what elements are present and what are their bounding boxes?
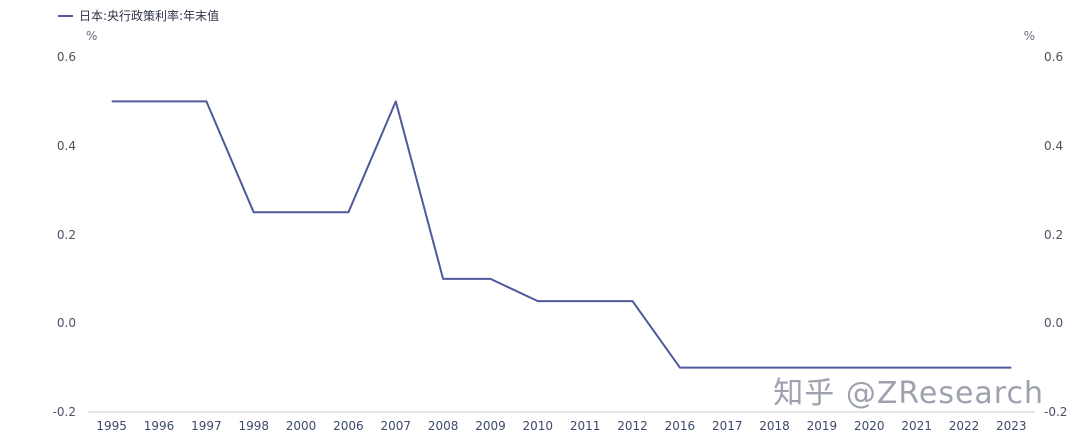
x-tick-label: 2006 — [333, 419, 364, 433]
x-tick-label: 2018 — [759, 419, 790, 433]
x-tick-label: 1998 — [238, 419, 269, 433]
x-axis-labels: 1995 1996 1997 1998 2000 2006 2007 2008 2009 2010… — [0, 418, 1080, 436]
x-tick-label: 2012 — [617, 419, 648, 433]
x-tick-label: 1995 — [96, 419, 127, 433]
x-tick-label: 2007 — [380, 419, 412, 433]
legend-line-swatch — [58, 15, 73, 17]
series-line — [111, 100, 1012, 369]
watermark: 知乎 @ZResearch — [773, 376, 1044, 411]
x-tick-label: 2010 — [522, 419, 554, 433]
x-tick-label: 2023 — [996, 419, 1027, 433]
legend-label: 日本:央行政策利率:年末值 — [79, 9, 220, 23]
y-axis-unit-left: % — [86, 29, 98, 43]
x-tick-label: 2021 — [901, 419, 932, 433]
x-tick-label: 2020 — [853, 419, 885, 433]
x-tick-label: 1997 — [191, 419, 222, 433]
x-tick-label: 2008 — [427, 419, 459, 433]
x-tick-label: 2016 — [664, 419, 696, 433]
x-tick-label: 2011 — [569, 419, 601, 433]
x-tick-label: 2017 — [711, 419, 743, 433]
chart-legend: 日本:央行政策利率:年末值 — [58, 9, 219, 23]
x-tick-label: 2000 — [285, 419, 317, 433]
y-axis-unit-right: % — [1023, 29, 1035, 43]
x-tick-label: 1996 — [143, 419, 175, 433]
x-tick-label: 2009 — [475, 419, 506, 433]
x-tick-label: 2022 — [948, 419, 980, 433]
x-tick-label: 2019 — [806, 419, 838, 433]
